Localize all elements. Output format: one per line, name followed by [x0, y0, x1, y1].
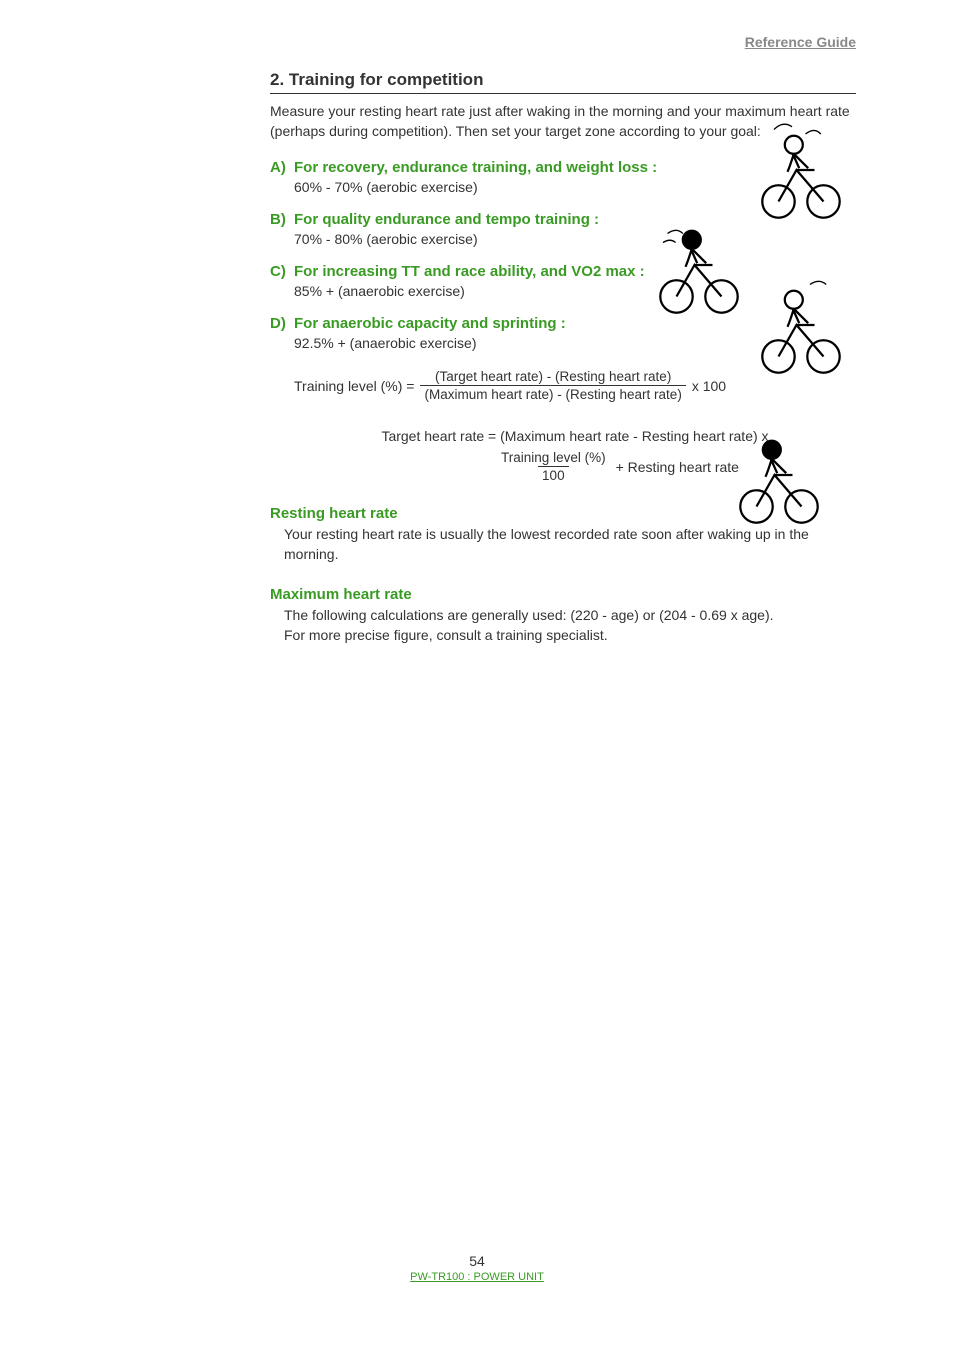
formula-tail: + Resting heart rate	[616, 459, 739, 475]
formula-denominator: 100	[538, 466, 569, 483]
formula-numerator: Training level (%)	[497, 450, 610, 466]
maxhr-heading: Maximum heart rate	[270, 586, 856, 603]
resting-body: Your resting heart rate is usually the l…	[284, 525, 856, 564]
maxhr-body: The following calculations are generally…	[284, 606, 856, 645]
item-letter: D)	[270, 315, 294, 332]
item-title: For quality endurance and tempo training…	[294, 211, 599, 228]
page-footer: 54 PW-TR100 : POWER UNIT	[0, 1253, 954, 1283]
section-title: 2. Training for competition	[270, 70, 856, 94]
formula-denominator: (Maximum heart rate) - (Resting heart ra…	[420, 385, 685, 402]
maxhr-line1: The following calculations are generally…	[284, 607, 774, 623]
cyclist-icon	[756, 270, 846, 380]
formula-lhs: Training level (%) =	[294, 378, 414, 394]
item-body: 70% - 80% (aerobic exercise)	[294, 231, 856, 247]
item-title: For anaerobic capacity and sprinting :	[294, 315, 566, 332]
formula-numerator: (Target heart rate) - (Resting heart rat…	[431, 369, 675, 385]
item-letter: A)	[270, 159, 294, 176]
item-title: For recovery, endurance training, and we…	[294, 159, 657, 176]
cyclist-icon	[756, 115, 846, 225]
header-reference: Reference Guide	[745, 34, 856, 50]
formula-line1: Target heart rate = (Maximum heart rate …	[381, 428, 768, 444]
cyclist-icon	[654, 210, 744, 320]
page-number: 54	[0, 1253, 954, 1269]
formula-rhs: x 100	[692, 378, 726, 394]
footer-label: PW-TR100 : POWER UNIT	[0, 1271, 954, 1283]
item-letter: B)	[270, 211, 294, 228]
maxhr-line2: For more precise figure, consult a train…	[284, 627, 608, 643]
item-letter: C)	[270, 263, 294, 280]
item-title: For increasing TT and race ability, and …	[294, 263, 645, 280]
cyclist-icon	[734, 420, 824, 530]
